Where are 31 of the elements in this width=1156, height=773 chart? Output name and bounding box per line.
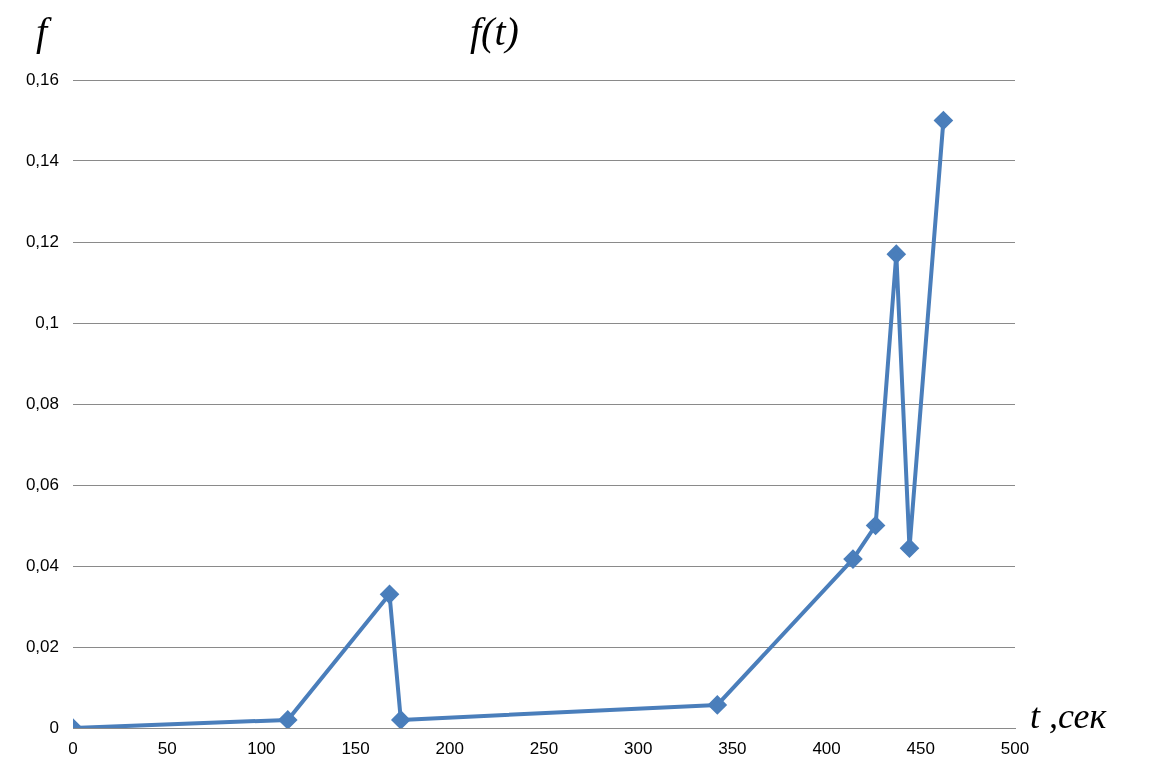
y-tick-label: 0,08 [25, 393, 59, 413]
point [900, 539, 919, 558]
y-tick-label: 0,14 [25, 150, 59, 170]
point [866, 516, 885, 535]
point [278, 710, 297, 728]
x-tick-label: 100 [247, 738, 276, 758]
x-axis-title: t ,сек [1030, 695, 1107, 737]
x-tick-label: 250 [529, 738, 559, 758]
x-tick-label: 450 [906, 738, 935, 758]
chart-title: f(t) [470, 8, 519, 55]
x-tick-label: 50 [157, 738, 177, 758]
point [843, 550, 862, 569]
x-tick-label: 350 [718, 738, 747, 758]
x-tick-label: 500 [1000, 738, 1030, 758]
y-tick-label: 0,16 [25, 69, 59, 89]
x-tick-label: 200 [435, 738, 464, 758]
x-tick-label: 150 [341, 738, 370, 758]
point [708, 695, 727, 714]
y-tick-label: 0,1 [35, 312, 59, 332]
point [934, 111, 953, 130]
point [887, 245, 906, 264]
point [391, 710, 410, 728]
x-tick-label: 300 [624, 738, 653, 758]
x-tick-label: 0 [68, 738, 78, 758]
point [380, 585, 399, 604]
y-tick-label: 0,12 [25, 231, 59, 251]
y-tick-label: 0 [49, 717, 59, 737]
x-tick-label: 400 [812, 738, 841, 758]
y-tick-label: 0,04 [25, 555, 59, 575]
y-tick-label: 0,02 [25, 636, 59, 656]
y-tick-label: 0,06 [25, 474, 59, 494]
